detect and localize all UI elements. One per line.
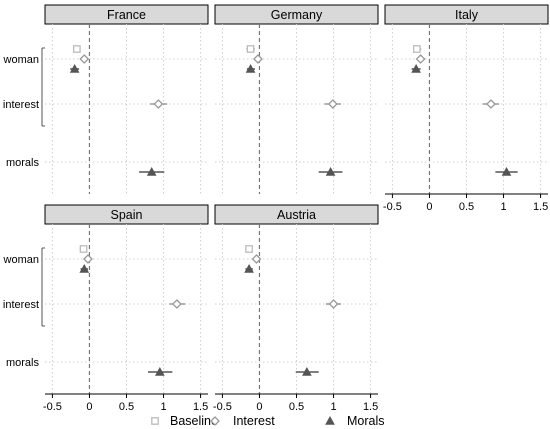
- panel-austria-xtick-label: -0.5: [213, 401, 232, 413]
- panel-france-ylabel-interest: interest: [3, 99, 39, 111]
- panel-austria-title: Austria: [277, 208, 316, 222]
- panel-austria-woman-morals-point: [244, 263, 254, 273]
- panel-germany-interest-interest-point: [327, 99, 338, 109]
- panel-italy-xtick-label: 1: [500, 201, 506, 213]
- legend-morals-label: Morals: [347, 414, 385, 428]
- panel-france-interest-interest-point: [153, 99, 164, 109]
- panel-spain-woman-interest-point: [83, 254, 93, 264]
- panel-germany-woman-morals-point: [245, 63, 256, 73]
- panel-austria-xtick-label: 1.5: [363, 401, 378, 413]
- panel-germany-woman-baseline-point: [246, 45, 255, 53]
- panel-spain-morals-morals-point: [154, 366, 165, 376]
- panel-france-woman-morals-point: [69, 63, 80, 73]
- panel-spain-xtick-label: 1.5: [193, 401, 208, 413]
- panel-austria-woman-interest-point: [251, 254, 262, 264]
- legend-interest-label: Interest: [233, 414, 275, 428]
- panel-france-woman-interest-point: [79, 54, 90, 64]
- legend-morals-marker: [325, 415, 335, 425]
- panel-austria-xtick-label: 0.5: [289, 401, 304, 413]
- panel-italy-woman-baseline-point: [413, 45, 421, 53]
- panel-spain-ylabel-morals: morals: [6, 357, 40, 369]
- panel-france-ylabel-woman: woman: [3, 54, 39, 66]
- panel-italy-title: Italy: [455, 8, 479, 22]
- panel-germany-title: Germany: [271, 8, 323, 22]
- panel-italy-xtick-label: 0: [426, 201, 432, 213]
- panel-italy-xtick-label: 1.5: [533, 201, 548, 213]
- panel-spain-interest-interest-point: [171, 299, 182, 309]
- panel-france-ylabel-morals: morals: [6, 157, 40, 169]
- panel-germany-woman-interest-point: [253, 54, 263, 64]
- panel-austria-woman-baseline-point: [245, 245, 253, 253]
- panel-italy-interest-interest-point: [486, 99, 496, 109]
- panel-austria-morals-morals-point: [302, 366, 312, 376]
- legend-interest-marker: [210, 416, 220, 426]
- panel-spain-xtick-label: 0.5: [119, 401, 134, 413]
- panel-austria-xtick-label: 1: [330, 401, 336, 413]
- panel-italy-xtick-label: -0.5: [383, 201, 402, 213]
- panel-france-title: France: [107, 8, 146, 22]
- panel-germany-morals-morals-point: [325, 166, 336, 176]
- panel-italy-morals-morals-point: [501, 166, 512, 176]
- panel-italy-woman-interest-point: [415, 54, 426, 64]
- panel-spain-xtick-label: 1: [160, 401, 166, 413]
- legend-baseline-marker: [151, 417, 159, 425]
- panel-spain-title: Spain: [111, 208, 143, 222]
- panel-spain-xtick-label: 0: [86, 401, 92, 413]
- panel-france-morals-morals-point: [146, 166, 157, 176]
- panel-italy-xtick-label: 0.5: [459, 201, 474, 213]
- legend-baseline-label: Baseline: [170, 414, 218, 428]
- panel-france-woman-baseline-point: [73, 45, 81, 53]
- panel-spain-xtick-label: -0.5: [43, 401, 62, 413]
- panel-austria-xtick-label: 0: [256, 401, 262, 413]
- panel-italy-woman-morals-point: [411, 63, 421, 73]
- panel-spain-ylabel-interest: interest: [3, 299, 39, 311]
- panel-spain-woman-morals-point: [79, 263, 90, 273]
- panel-spain-ylabel-woman: woman: [3, 254, 39, 266]
- panel-austria-interest-interest-point: [328, 299, 339, 309]
- panel-spain-woman-baseline-point: [79, 245, 88, 253]
